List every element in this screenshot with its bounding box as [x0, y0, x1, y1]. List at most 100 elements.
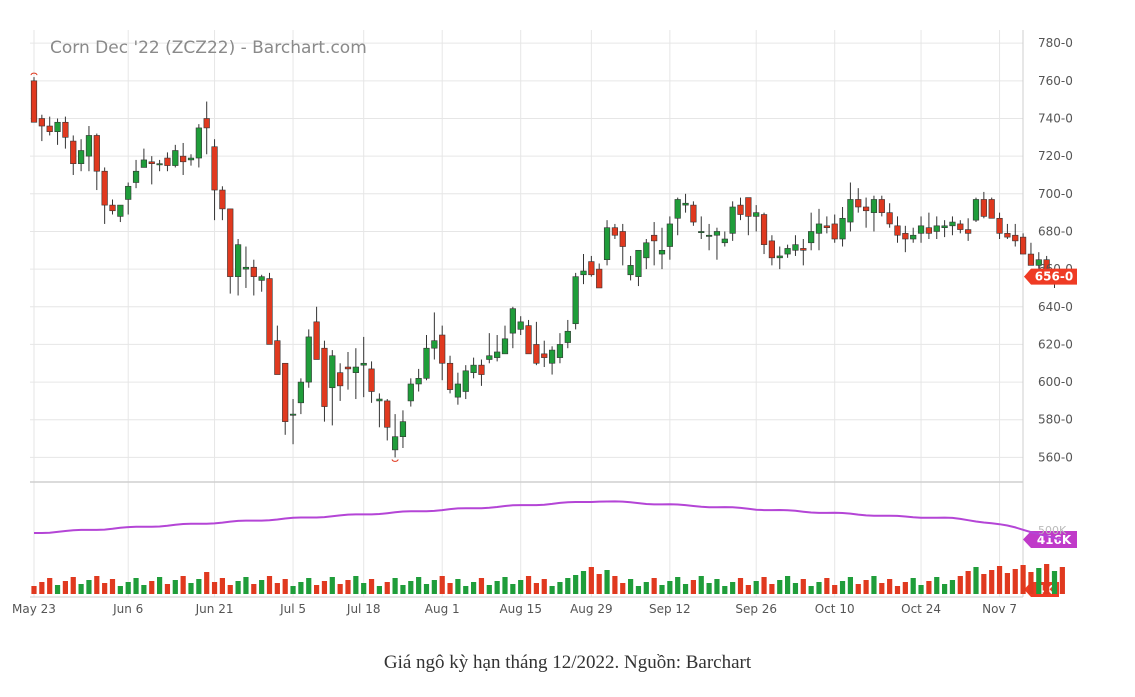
volume-bar: [337, 584, 343, 594]
volume-bar: [321, 581, 328, 594]
y-tick-label: 600-0: [1038, 375, 1073, 389]
candle-body: [886, 212, 893, 225]
x-tick-label: Jul 5: [279, 602, 306, 616]
volume-bar: [94, 576, 100, 594]
candle-body: [808, 231, 815, 244]
volume-bar: [675, 577, 681, 594]
candle: [431, 312, 438, 360]
candle-body: [745, 197, 752, 217]
candle: [1004, 223, 1011, 239]
candle-body: [972, 199, 980, 221]
candle: [486, 333, 493, 364]
candle-body: [431, 340, 438, 349]
candle-body: [525, 325, 532, 355]
volume-bar: [588, 567, 594, 594]
candle-body: [643, 242, 650, 259]
x-tick-label: Jun 6: [112, 602, 143, 616]
candle-body: [894, 225, 901, 236]
y-tick-label: 580-0: [1038, 413, 1073, 427]
volume-bar: [887, 579, 893, 594]
volume-bar: [109, 579, 116, 594]
volume-bar: [141, 585, 147, 594]
grid: [30, 30, 1024, 598]
candle-body: [603, 227, 611, 261]
candle: [360, 336, 367, 398]
candle-body: [344, 366, 352, 370]
volume-bar: [1028, 572, 1034, 594]
volume-bar: [133, 578, 139, 594]
candle: [517, 316, 524, 336]
volume-bar: [769, 584, 775, 594]
candle: [760, 212, 768, 255]
candle-body: [211, 146, 218, 191]
candle: [180, 142, 187, 175]
candle: [344, 351, 352, 390]
volume-bar: [761, 577, 767, 594]
candle: [533, 321, 540, 366]
candle: [596, 263, 603, 289]
candle: [46, 116, 53, 136]
volume-bar: [478, 578, 485, 594]
volume-bar: [722, 586, 728, 594]
volume-bar: [39, 582, 45, 594]
candle-body: [148, 161, 155, 164]
volume-bar: [800, 579, 806, 594]
candle-body: [1004, 233, 1011, 238]
last-price-badge: 656-0: [1024, 268, 1077, 285]
candle: [972, 197, 980, 223]
candle: [713, 227, 721, 260]
candle-body: [219, 189, 226, 210]
candle: [572, 272, 579, 330]
volume-bar: [494, 581, 500, 594]
volume-bar: [557, 582, 563, 594]
volume-bar: [180, 576, 186, 594]
candle: [815, 208, 823, 251]
volume-bar: [306, 578, 312, 594]
candle: [745, 197, 752, 236]
candle: [454, 372, 462, 405]
candle: [862, 197, 870, 228]
candles: [30, 72, 1067, 462]
volume-bar: [965, 571, 971, 594]
candle: [965, 218, 972, 241]
candle-body: [70, 140, 77, 164]
candle: [297, 378, 305, 415]
volume-bar: [471, 582, 477, 594]
candle: [203, 101, 210, 155]
candle-body: [368, 368, 375, 392]
candle-body: [988, 199, 995, 219]
volume-bar: [730, 582, 736, 594]
volume-bar: [1059, 567, 1065, 594]
candle-body: [282, 362, 289, 422]
volume-bar: [62, 581, 68, 594]
volume-bar: [353, 576, 359, 594]
candle: [62, 116, 69, 149]
candle-body: [666, 223, 673, 247]
volume-bar: [596, 574, 602, 594]
candle: [705, 223, 713, 251]
volume-bar: [910, 578, 916, 594]
volume-bar: [879, 583, 885, 594]
candle-body: [705, 234, 713, 237]
candle: [658, 227, 666, 270]
candle-body: [682, 202, 689, 206]
candle-body: [823, 225, 830, 228]
candle-body: [980, 199, 987, 217]
volume-bar: [510, 584, 516, 594]
volume-bar: [125, 582, 131, 594]
volume-bar: [934, 577, 940, 594]
candle-body: [556, 344, 564, 358]
candle-body: [399, 421, 407, 437]
candle: [85, 126, 93, 172]
candle: [399, 410, 407, 448]
volume-bar: [957, 576, 963, 594]
candle-body: [862, 206, 870, 212]
candle-body: [721, 238, 728, 244]
volume-bar: [832, 585, 838, 594]
candle-body: [258, 276, 265, 281]
candle: [289, 399, 297, 445]
y-tick-label: 560-0: [1038, 450, 1073, 464]
candle: [768, 235, 775, 266]
candle-body: [109, 204, 116, 212]
candle: [643, 238, 650, 270]
